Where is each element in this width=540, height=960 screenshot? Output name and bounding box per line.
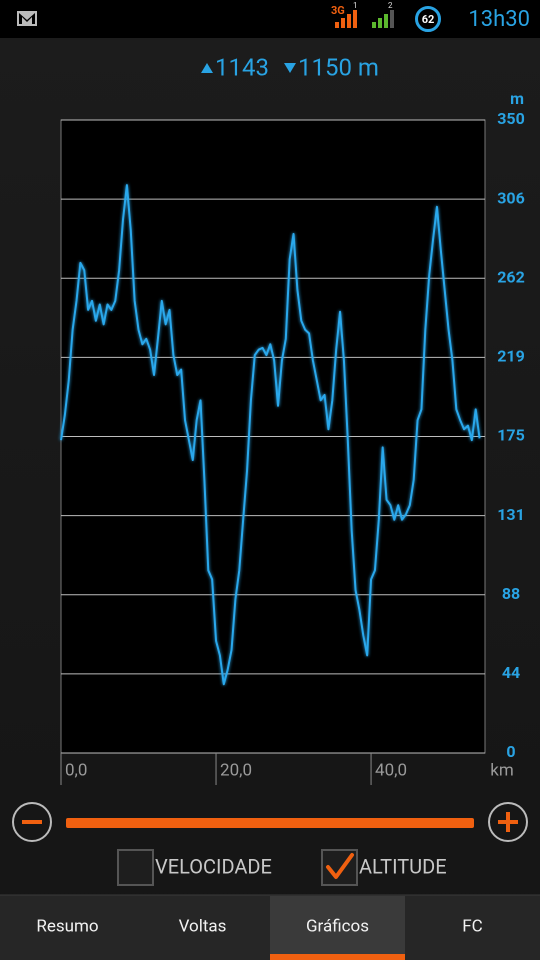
network-type: 3G (331, 4, 345, 17)
y-tick-label: 306 (497, 188, 525, 207)
y-tick-label: 44 (502, 663, 520, 682)
chart: 0 44 88 131 175 219 262 306 350 0,0 20,0 40,0 (60, 109, 525, 785)
tab-label[interactable]: Gráficos (306, 916, 369, 936)
y-axis-unit: m (510, 89, 524, 108)
signal-2 (372, 10, 394, 28)
tab-label[interactable]: Voltas (179, 916, 227, 936)
altitude-line (60, 184, 481, 686)
clock: 13h30 (468, 7, 530, 32)
sim-index: 1 (353, 1, 358, 10)
checkbox-label[interactable]: VELOCIDADE (155, 854, 272, 878)
down-arrow (284, 63, 296, 73)
x-tick-label: 20,0 (220, 760, 252, 780)
zoom-slider[interactable] (66, 818, 474, 828)
mail-icon (17, 11, 37, 26)
y-tick-label: 131 (497, 505, 525, 524)
tab-bar: Resumo Voltas Gráficos FC (0, 894, 540, 960)
y-tick-label: 175 (497, 426, 525, 445)
checkbox-label[interactable]: ALTITUDE (359, 854, 447, 878)
tab-label[interactable]: FC (462, 916, 482, 936)
x-tick-label: 40,0 (375, 760, 407, 780)
checkbox[interactable] (117, 849, 154, 886)
tab-label[interactable]: Resumo (36, 916, 98, 936)
ascent: 1143 (215, 53, 269, 81)
x-axis-unit: km (490, 760, 514, 780)
battery-level: 62 (422, 13, 435, 26)
status-bar (0, 0, 540, 38)
descent: 1150 m (298, 53, 379, 81)
y-tick-label: 88 (502, 584, 520, 603)
options: VELOCIDADE ALTITUDE (117, 849, 447, 886)
signal-1 (335, 10, 357, 28)
selected-tab (270, 896, 405, 960)
x-tick-label: 0,0 (65, 760, 87, 780)
y-tick-label: 350 (497, 109, 525, 128)
y-tick-label: 0 (506, 742, 515, 761)
zoom-in-button[interactable] (488, 802, 528, 842)
y-tick-label: 262 (497, 267, 525, 286)
zoom-out-button[interactable] (12, 802, 52, 842)
checkmark (326, 853, 354, 879)
selected-indicator (270, 954, 405, 960)
up-arrow (201, 63, 213, 73)
sim-index: 2 (388, 1, 393, 10)
battery-ring (415, 6, 441, 32)
y-tick-label: 219 (497, 347, 525, 366)
